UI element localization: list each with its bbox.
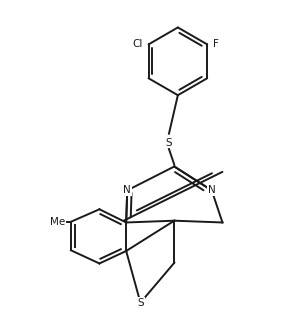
Text: S: S — [166, 138, 172, 148]
Text: Cl: Cl — [133, 39, 143, 49]
Text: S: S — [137, 298, 144, 308]
Text: F: F — [213, 39, 218, 49]
Text: N: N — [208, 185, 216, 195]
Text: N: N — [123, 185, 131, 195]
Text: Me: Me — [50, 217, 66, 227]
